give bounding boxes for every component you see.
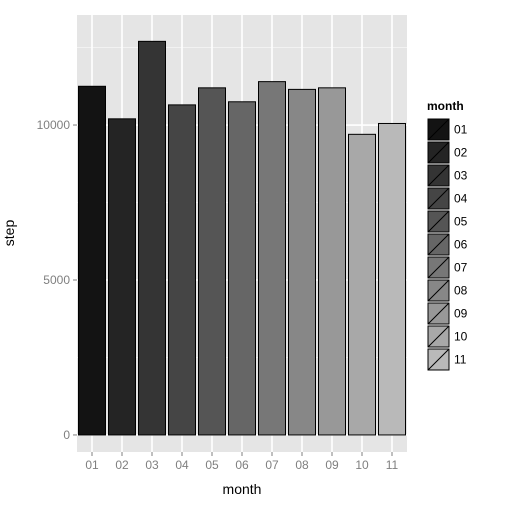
- bar-04: [168, 104, 196, 436]
- legend-entry-02: 02: [426, 140, 468, 165]
- legend: month 01 02 03 04 05 06 07 08 09 10 11: [426, 99, 468, 372]
- x-tick-label: 02: [115, 458, 129, 472]
- x-tick-label: 06: [235, 458, 249, 472]
- x-axis-ticks: 01 02 03 04 05 06 07 08 09 10 11: [85, 452, 399, 472]
- legend-entries: 01 02 03 04 05 06 07 08 09 10 11: [426, 117, 468, 372]
- legend-label: 08: [454, 284, 468, 298]
- x-tick-label: 04: [175, 458, 189, 472]
- legend-label: 06: [454, 238, 468, 252]
- y-tick-label: 0: [63, 428, 70, 442]
- legend-key-slash: [427, 325, 450, 348]
- legend-key-slash: [427, 348, 450, 371]
- legend-entry-01: 01: [426, 117, 468, 142]
- x-tick-label: 10: [355, 458, 369, 472]
- legend-label: 10: [454, 330, 468, 344]
- legend-key-slash: [427, 256, 450, 279]
- bar-06: [228, 101, 256, 436]
- legend-key-slash: [427, 279, 450, 302]
- legend-label: 05: [454, 215, 468, 229]
- bar-05: [198, 87, 226, 436]
- legend-entry-04: 04: [426, 186, 468, 211]
- legend-title: month: [427, 99, 464, 113]
- bars: [78, 40, 406, 436]
- legend-entry-06: 06: [426, 232, 468, 257]
- x-tick-label: 01: [85, 458, 99, 472]
- y-axis-title: step: [1, 220, 17, 247]
- legend-key-slash: [427, 164, 450, 187]
- legend-label: 09: [454, 307, 468, 321]
- legend-entry-11: 11: [426, 347, 467, 372]
- legend-key-slash: [427, 233, 450, 256]
- legend-key-slash: [427, 302, 450, 325]
- legend-label: 01: [454, 123, 468, 137]
- bar-10: [348, 133, 376, 436]
- x-tick-label: 08: [295, 458, 309, 472]
- x-tick-label: 03: [145, 458, 159, 472]
- legend-key-slash: [427, 187, 450, 210]
- legend-entry-03: 03: [426, 163, 468, 188]
- bar-01: [78, 85, 106, 436]
- y-axis-ticks: 0 5000 10000: [37, 118, 77, 442]
- x-tick-label: 11: [386, 458, 399, 472]
- legend-key-slash: [427, 210, 450, 233]
- x-tick-label: 09: [325, 458, 339, 472]
- x-tick-label: 05: [205, 458, 219, 472]
- legend-label: 03: [454, 169, 468, 183]
- legend-entry-10: 10: [426, 324, 468, 349]
- legend-entry-08: 08: [426, 278, 468, 303]
- legend-key-slash: [427, 118, 450, 141]
- x-axis-title: month: [223, 481, 262, 497]
- bar-11: [378, 122, 406, 436]
- legend-label: 07: [454, 261, 468, 275]
- x-tick-label: 07: [265, 458, 279, 472]
- legend-entry-05: 05: [426, 209, 468, 234]
- bar-07: [258, 81, 286, 436]
- bar-09: [318, 87, 346, 436]
- legend-label: 02: [454, 146, 468, 160]
- bar-02: [108, 118, 136, 436]
- y-tick-label: 10000: [37, 118, 71, 132]
- legend-label: 11: [454, 353, 467, 367]
- legend-entry-07: 07: [426, 255, 468, 280]
- legend-label: 04: [454, 192, 468, 206]
- legend-entry-09: 09: [426, 301, 468, 326]
- bar-03: [138, 40, 166, 436]
- legend-key-slash: [427, 141, 450, 164]
- y-tick-label: 5000: [43, 273, 70, 287]
- bar-08: [288, 88, 316, 436]
